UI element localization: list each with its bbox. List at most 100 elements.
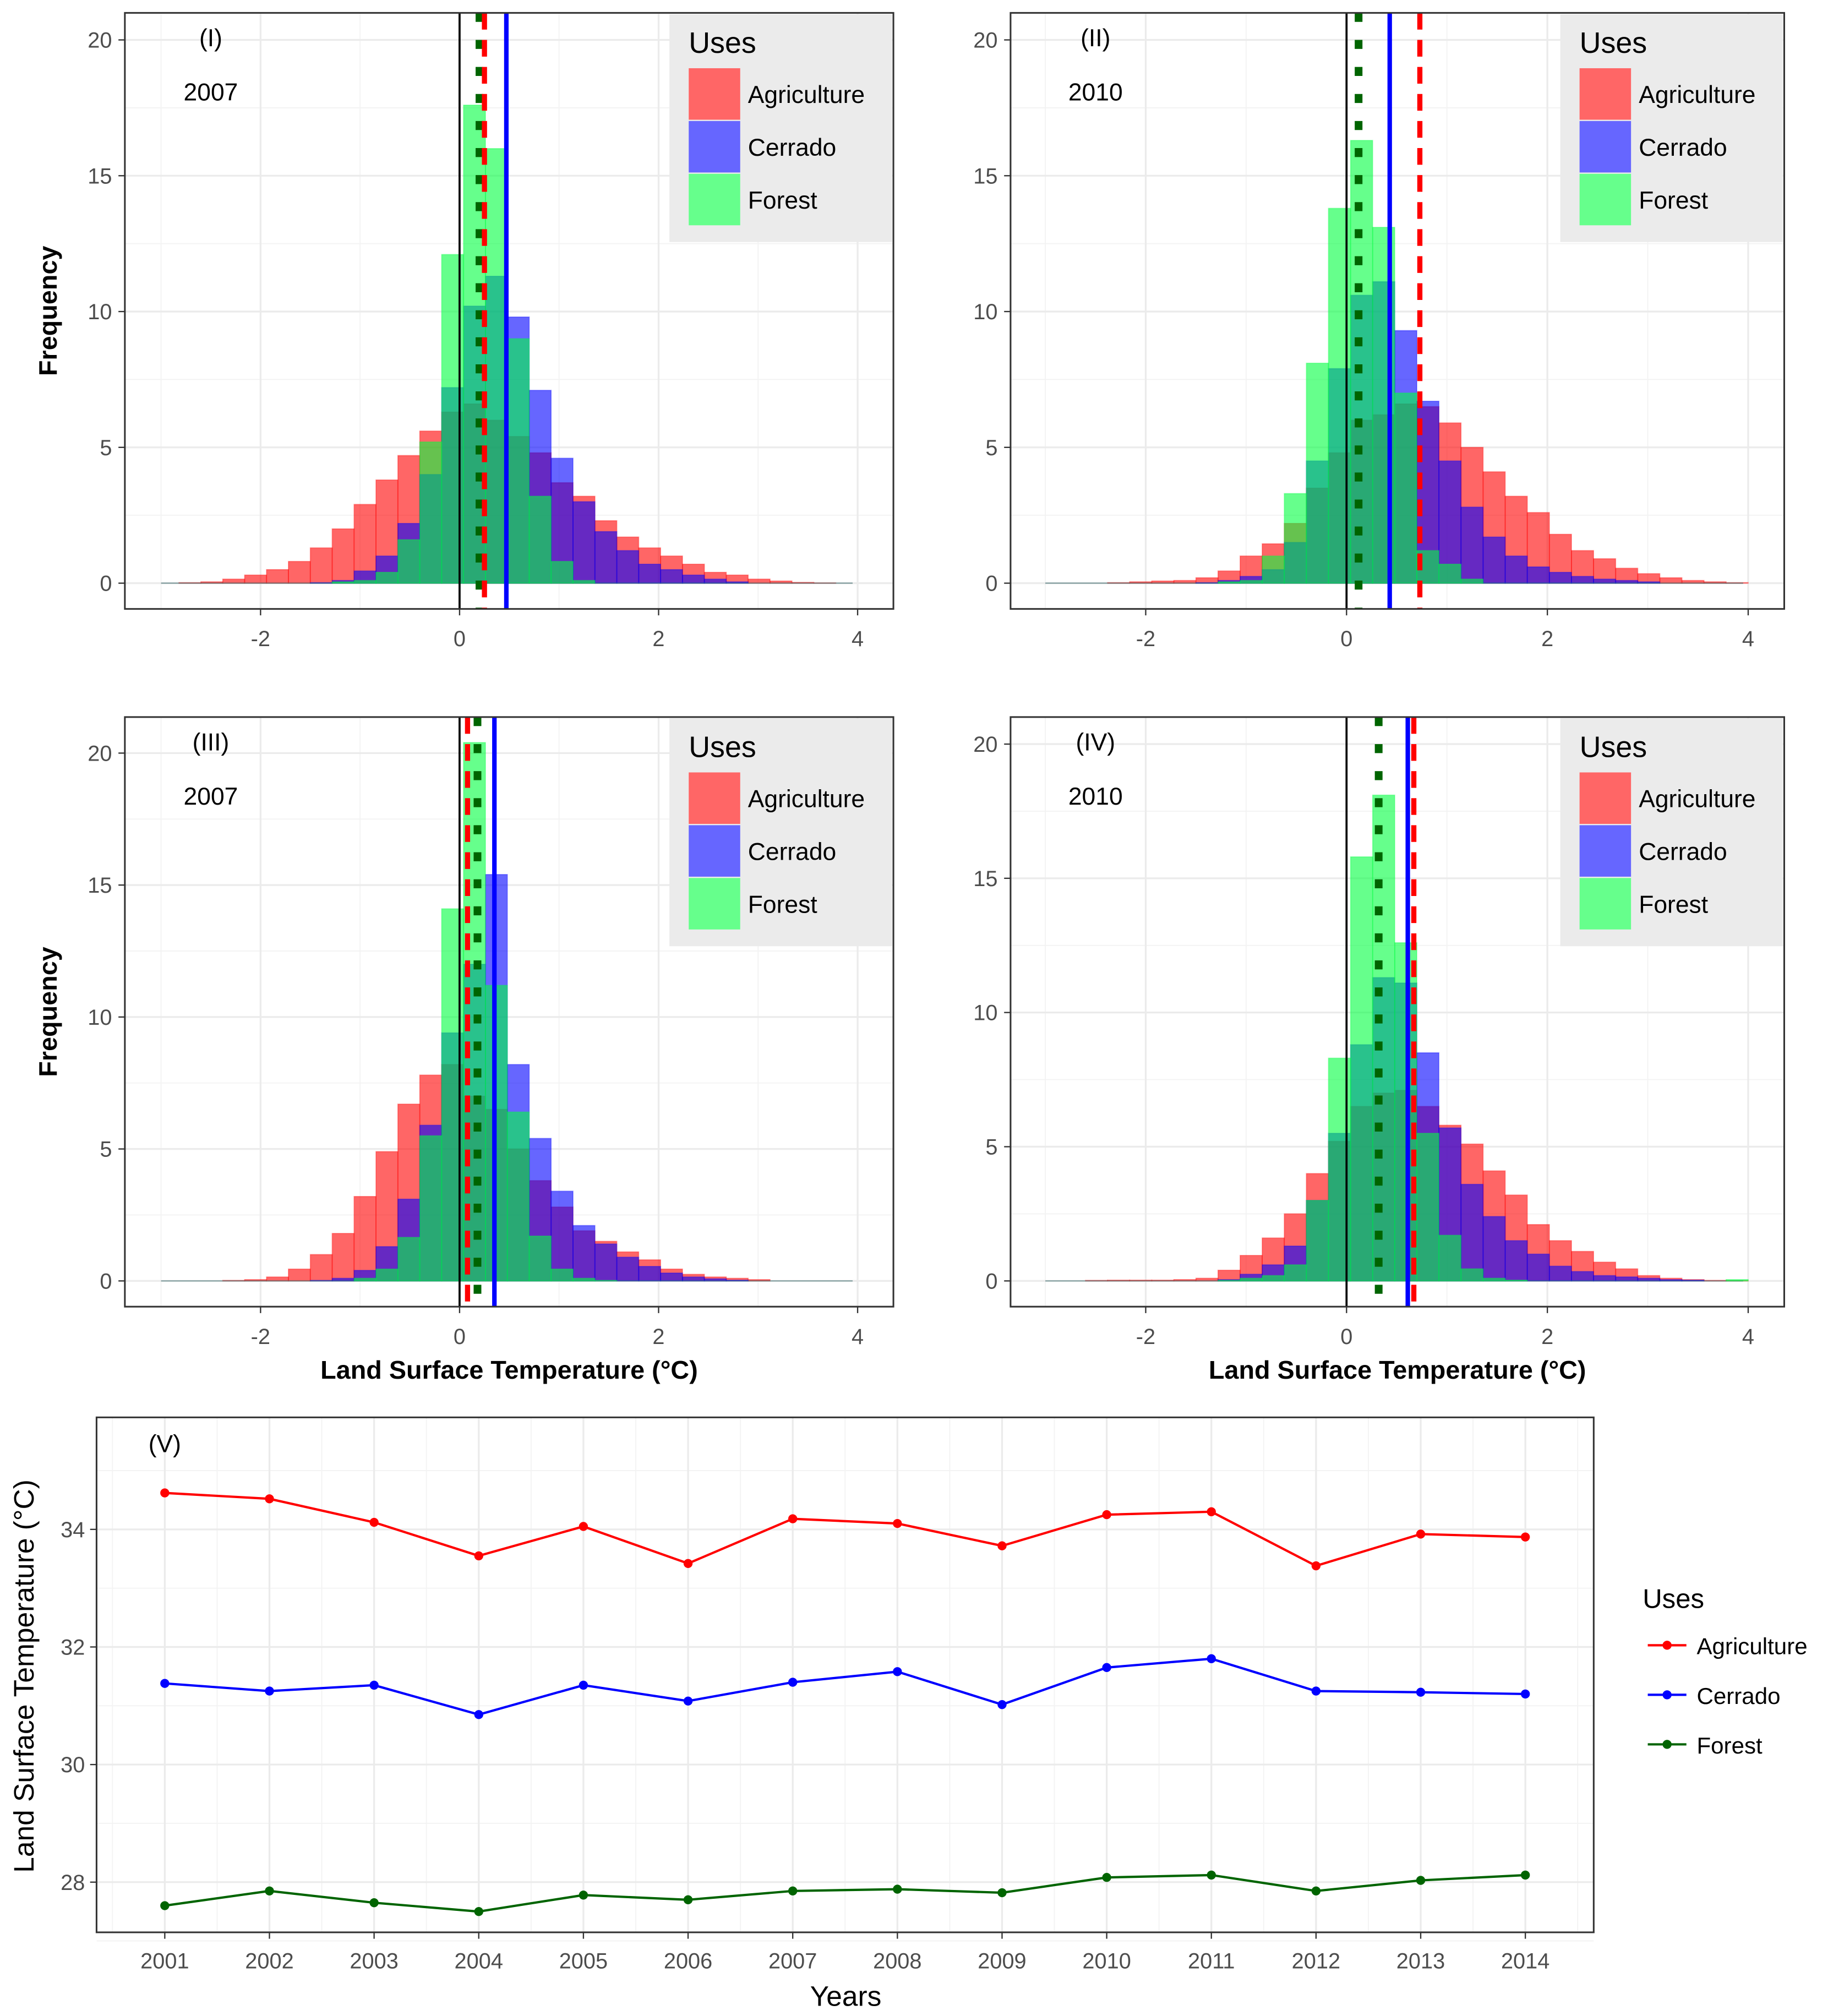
histogram-bar-cerrado	[1482, 536, 1506, 584]
histogram-bar-forest	[572, 1277, 596, 1282]
data-point-cerrado	[579, 1680, 588, 1690]
x-tick-label: 2004	[455, 1949, 503, 1973]
x-tick-label: 2006	[664, 1949, 712, 1973]
x-tick-label: -2	[251, 627, 270, 651]
histogram-bar-forest	[1394, 392, 1417, 584]
histogram-bar-forest	[1460, 1268, 1484, 1282]
histogram-bar-forest	[1438, 1234, 1462, 1282]
y-tick-label: 20	[88, 741, 112, 766]
x-tick-label: 2	[652, 1325, 664, 1349]
legend-label-forest: Forest	[1639, 187, 1709, 214]
histogram-bar-forest	[1306, 1200, 1329, 1282]
y-tick-label: 15	[973, 867, 997, 891]
legend-label-cerrado: Cerrado	[748, 839, 836, 866]
panel-label: (IV)	[1076, 729, 1115, 756]
legend-label-cerrado: Cerrado	[1639, 839, 1727, 866]
histogram-bar-forest	[506, 1111, 530, 1282]
y-axis-title: Land Surface Temperature (°C)	[8, 1479, 40, 1872]
histogram-bar-agriculture	[353, 504, 377, 584]
histogram-bar-cerrado	[638, 1266, 662, 1282]
histogram-bar-forest	[1416, 1133, 1440, 1282]
data-point-cerrado	[997, 1700, 1007, 1709]
legend-key-agriculture	[1579, 772, 1631, 824]
legend-label-forest: Forest	[1696, 1733, 1762, 1758]
histogram-bar-agriculture	[1151, 1279, 1175, 1282]
y-tick-label: 5	[100, 436, 112, 460]
legend-label-agriculture: Agriculture	[748, 81, 865, 108]
x-axis-title: Land Surface Temperature (°C)	[320, 1356, 698, 1384]
data-point-forest	[474, 1907, 483, 1916]
data-point-agriculture	[1102, 1510, 1111, 1520]
histogram-bar-agriculture	[1151, 580, 1175, 584]
histogram-bar-cerrado	[572, 501, 596, 584]
x-tick-label: 2011	[1188, 1949, 1235, 1973]
x-tick-label: 2010	[1082, 1949, 1131, 1973]
panel-year: 2010	[1068, 79, 1123, 106]
panel-label: (II)	[1081, 25, 1110, 52]
histogram-bar-forest	[1217, 1280, 1241, 1282]
histogram-bar-agriculture	[309, 547, 333, 584]
y-tick-label: 15	[88, 873, 112, 898]
data-point-cerrado	[1207, 1654, 1216, 1664]
data-point-cerrado	[1520, 1689, 1530, 1699]
histogram-bar-forest	[375, 1268, 399, 1282]
histogram-bar-forest	[1460, 578, 1484, 584]
data-point-agriculture	[997, 1541, 1007, 1550]
x-tick-label: 4	[1742, 627, 1754, 651]
data-point-forest	[1520, 1870, 1530, 1880]
legend-label-agriculture: Agriculture	[1639, 786, 1755, 813]
data-point-forest	[265, 1886, 274, 1895]
panel-year: 2007	[184, 79, 238, 106]
histogram-bar-cerrado	[660, 569, 683, 584]
data-point-cerrado	[1102, 1663, 1111, 1673]
histogram-bar-cerrado	[1548, 1265, 1572, 1282]
histogram-bar-forest	[463, 742, 486, 1282]
histogram-bar-forest	[1725, 1279, 1749, 1282]
histogram-bar-forest	[1350, 856, 1373, 1282]
y-tick-label: 20	[973, 733, 997, 757]
histogram-bar-forest	[1284, 493, 1307, 584]
x-tick-label: 0	[454, 1325, 466, 1349]
legend-label-forest: Forest	[748, 891, 818, 918]
data-point-agriculture	[160, 1488, 170, 1498]
series-line-cerrado	[165, 1657, 1526, 1716]
series-line-agriculture	[165, 1491, 1526, 1567]
legend-title: Uses	[1580, 730, 1647, 763]
x-tick-label: 4	[1742, 1325, 1754, 1349]
y-tick-label: 28	[61, 1871, 85, 1895]
histogram-bar-agriculture	[331, 1233, 355, 1282]
histogram-bar-forest	[594, 1280, 618, 1282]
x-tick-label: 2007	[768, 1949, 817, 1973]
y-tick-label: 5	[985, 436, 997, 460]
histogram-bar-forest	[419, 441, 443, 584]
data-point-cerrado	[1416, 1687, 1426, 1697]
histogram-bar-agriculture	[288, 1268, 311, 1282]
legend-key-agriculture	[689, 772, 740, 824]
data-point-agriculture	[893, 1518, 902, 1528]
x-tick-label: 2002	[245, 1949, 293, 1973]
histogram-bar-cerrado	[1571, 576, 1595, 584]
legend-title: Uses	[689, 730, 756, 763]
legend-label-forest: Forest	[1639, 891, 1709, 918]
panel-label: (V)	[149, 1430, 181, 1457]
data-point-forest	[160, 1901, 170, 1910]
histogram-bar-forest	[528, 495, 552, 584]
y-axis-title: Frequency	[34, 246, 62, 376]
y-tick-label: 20	[973, 29, 997, 53]
data-point-agriculture	[683, 1559, 693, 1568]
histogram-bar-agriculture	[1107, 1279, 1131, 1282]
histogram-bar-forest	[1262, 1275, 1285, 1282]
x-tick-label: 2009	[978, 1949, 1026, 1973]
y-tick-label: 10	[973, 300, 997, 324]
histogram-bar-forest	[1438, 564, 1462, 584]
panel-label: (III)	[193, 729, 230, 756]
data-point-forest	[369, 1898, 379, 1908]
histogram-bar-agriculture	[747, 578, 771, 584]
histogram-bar-forest	[572, 580, 596, 584]
data-point-cerrado	[160, 1679, 170, 1688]
data-point-forest	[1207, 1870, 1216, 1880]
histogram-bar-forest	[528, 1235, 552, 1282]
histogram-bar-cerrado	[1482, 1216, 1506, 1282]
histogram-bar-cerrado	[703, 1278, 727, 1282]
